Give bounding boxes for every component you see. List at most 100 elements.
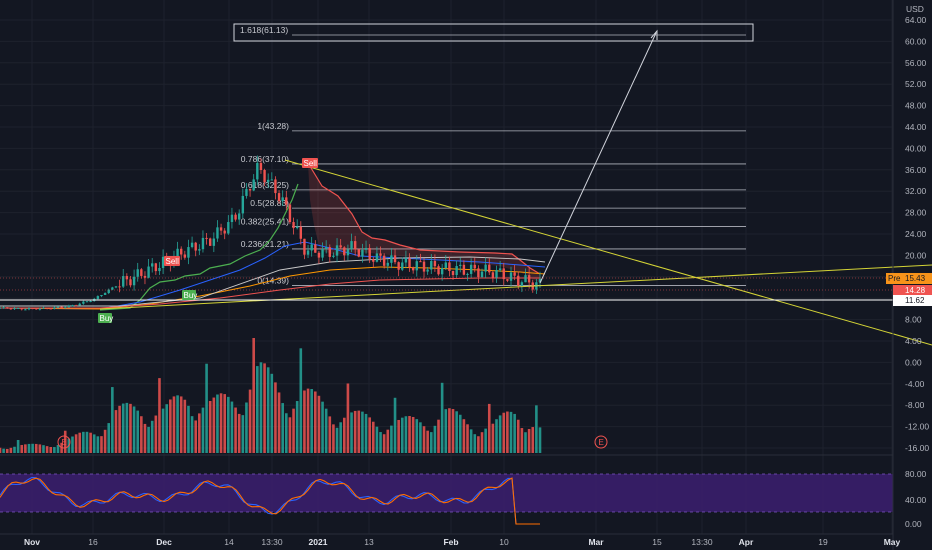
- volume-bar: [335, 427, 339, 453]
- price-tag-pre-bg: [886, 273, 932, 284]
- fib-extension-box[interactable]: [233, 23, 754, 42]
- signal-sell-1[interactable]: Sell: [164, 256, 180, 266]
- volume-bar: [371, 421, 375, 453]
- candle-body: [477, 268, 480, 278]
- candle-body: [20, 308, 23, 310]
- candle-body: [328, 247, 331, 257]
- price-tick-label: -16.00: [905, 443, 929, 453]
- candle-body: [343, 247, 346, 256]
- volume-bar: [535, 405, 538, 453]
- volume-bar: [147, 426, 150, 453]
- candle-body: [89, 301, 92, 303]
- osc-axis-ticks: 80.00 40.00 0.00: [905, 469, 927, 529]
- candle-body: [234, 214, 237, 220]
- volume-bar: [56, 444, 60, 453]
- ema-red-line: [0, 277, 540, 309]
- price-tag-last-value: 14.28: [905, 286, 926, 295]
- signal-sell-2[interactable]: Sell: [302, 158, 318, 168]
- price-tick-label: 56.00: [905, 58, 927, 68]
- volume-bar: [165, 404, 169, 453]
- candle-body: [324, 247, 328, 249]
- price-axis[interactable]: USD 64.00 60.00 56.00 52.00 48.00 44.00 40.00 3…: [886, 0, 932, 550]
- volume-bar: [0, 447, 2, 453]
- volume-bar: [527, 428, 531, 453]
- time-axis[interactable]: Nov 16 Dec 14 13:30 2021 13 Feb 10 Mar 15 13:30 Apr 1…: [0, 533, 901, 547]
- candle-body: [270, 179, 274, 181]
- volume-bar: [2, 448, 5, 453]
- candle-body: [527, 275, 531, 283]
- volume-bar: [288, 417, 292, 453]
- price-candles: [0, 155, 542, 311]
- signal-buy-1[interactable]: Buy: [98, 313, 113, 323]
- volume-bar: [169, 399, 172, 453]
- candle-body: [314, 244, 317, 253]
- candle-body: [111, 287, 114, 290]
- price-tick-label: 8.00: [905, 315, 922, 325]
- volume-bar: [140, 416, 143, 453]
- candle-body: [176, 248, 179, 258]
- volume-bar: [524, 432, 527, 453]
- ascending-trendline[interactable]: [99, 264, 932, 310]
- volume-bar: [393, 397, 397, 453]
- price-tick-label: 36.00: [905, 165, 927, 175]
- candle-body: [154, 263, 158, 272]
- volume-bar: [317, 395, 321, 453]
- candle-body: [357, 249, 360, 257]
- candle-body: [404, 258, 408, 263]
- earnings-marker-2-circle: [594, 435, 608, 449]
- earnings-marker-1[interactable]: E: [57, 435, 71, 449]
- volume-bar: [208, 400, 212, 453]
- time-tick-label: 2021: [309, 537, 328, 547]
- earnings-marker-1-label: E: [62, 438, 67, 447]
- candle-body: [129, 279, 132, 286]
- price-tag-low-bg: [893, 295, 932, 306]
- projection-arrow[interactable]: [539, 32, 657, 284]
- volume-bar: [339, 422, 342, 453]
- volume-bar: [9, 447, 13, 453]
- projection-arrow-head: [650, 29, 658, 40]
- earnings-marker-2[interactable]: E: [594, 435, 608, 449]
- volume-bar: [212, 397, 216, 453]
- volume-bar: [466, 424, 469, 453]
- time-tick-label: 14: [224, 537, 234, 547]
- time-tick-label: May: [884, 537, 901, 547]
- candle-body: [426, 269, 429, 272]
- candle-body: [484, 264, 487, 272]
- candle-body: [0, 307, 2, 309]
- volume-bar: [154, 415, 158, 453]
- volume-bar: [82, 431, 85, 453]
- price-tag-pre: Pre 15.43: [886, 273, 932, 284]
- price-tick-label: 64.00: [905, 15, 927, 25]
- candle-body: [295, 226, 299, 229]
- volume-bar: [422, 426, 426, 453]
- signal-buy-2[interactable]: Buy: [182, 290, 197, 300]
- volume-bar: [158, 378, 161, 453]
- candle-body: [198, 249, 201, 251]
- volume-bar: [397, 419, 400, 453]
- volume-bar: [477, 436, 480, 453]
- candle-body: [209, 238, 212, 246]
- volume-bar: [118, 405, 121, 453]
- osc-tick-label: 0.00: [905, 519, 922, 529]
- candle-body: [502, 268, 505, 280]
- candle-body: [401, 262, 404, 270]
- volume-bar: [426, 430, 429, 453]
- volume-bar: [310, 389, 313, 453]
- candle-body: [517, 275, 520, 286]
- volume-bar: [404, 416, 408, 453]
- volume-bar: [111, 387, 114, 453]
- volume-bar: [473, 434, 477, 453]
- candle-body: [266, 179, 270, 183]
- descending-trendline[interactable]: [284, 159, 932, 346]
- signal-sell-2-badge: [302, 158, 318, 168]
- volume-bar: [484, 428, 487, 453]
- volume-bar: [324, 408, 328, 453]
- fib-retracement[interactable]: 1(43.28) 0.786(37.10) 0.618(32.25) 0.5(28.8…: [241, 121, 746, 286]
- candle-body: [230, 214, 234, 223]
- candle-body: [6, 307, 9, 309]
- stochastic-rsi-pane: [0, 454, 893, 525]
- volume-bar: [92, 434, 96, 453]
- candle-body: [375, 253, 379, 262]
- fib-extension-label: 1.618(61.13): [240, 25, 288, 35]
